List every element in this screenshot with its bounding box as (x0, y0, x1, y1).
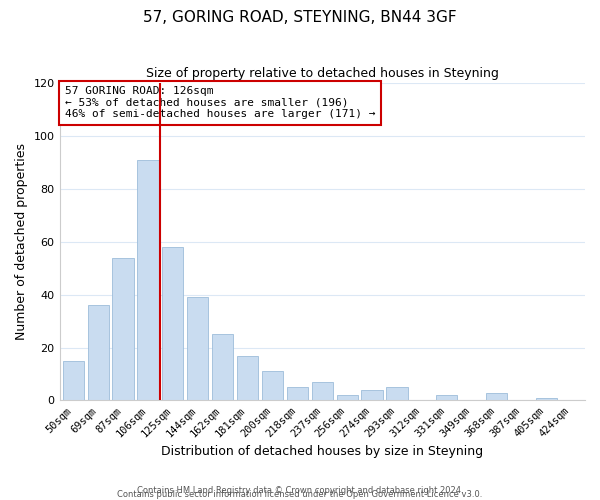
Bar (162, 247, 184, 400)
Bar (187, 298, 208, 401)
Title: Size of property relative to detached houses in Steyning: Size of property relative to detached ho… (146, 68, 499, 80)
Bar (212, 334, 233, 400)
Bar (112, 258, 134, 400)
Bar (486, 392, 507, 400)
Bar (237, 356, 258, 401)
Bar (88, 306, 109, 400)
Bar (262, 372, 283, 400)
Text: Contains public sector information licensed under the Open Government Licence v3: Contains public sector information licen… (118, 490, 482, 499)
Bar (137, 160, 158, 400)
Bar (386, 388, 407, 400)
Y-axis label: Number of detached properties: Number of detached properties (15, 144, 28, 340)
Bar (536, 398, 557, 400)
Text: Contains HM Land Registry data © Crown copyright and database right 2024.: Contains HM Land Registry data © Crown c… (137, 486, 463, 495)
Bar (337, 395, 358, 400)
Bar (311, 382, 333, 400)
Text: 57, GORING ROAD, STEYNING, BN44 3GF: 57, GORING ROAD, STEYNING, BN44 3GF (143, 10, 457, 25)
Bar (361, 390, 383, 400)
X-axis label: Distribution of detached houses by size in Steyning: Distribution of detached houses by size … (161, 444, 484, 458)
Bar (436, 395, 457, 400)
Bar (62, 361, 84, 401)
Bar (287, 388, 308, 400)
Text: 57 GORING ROAD: 126sqm
← 53% of detached houses are smaller (196)
46% of semi-de: 57 GORING ROAD: 126sqm ← 53% of detached… (65, 86, 375, 120)
